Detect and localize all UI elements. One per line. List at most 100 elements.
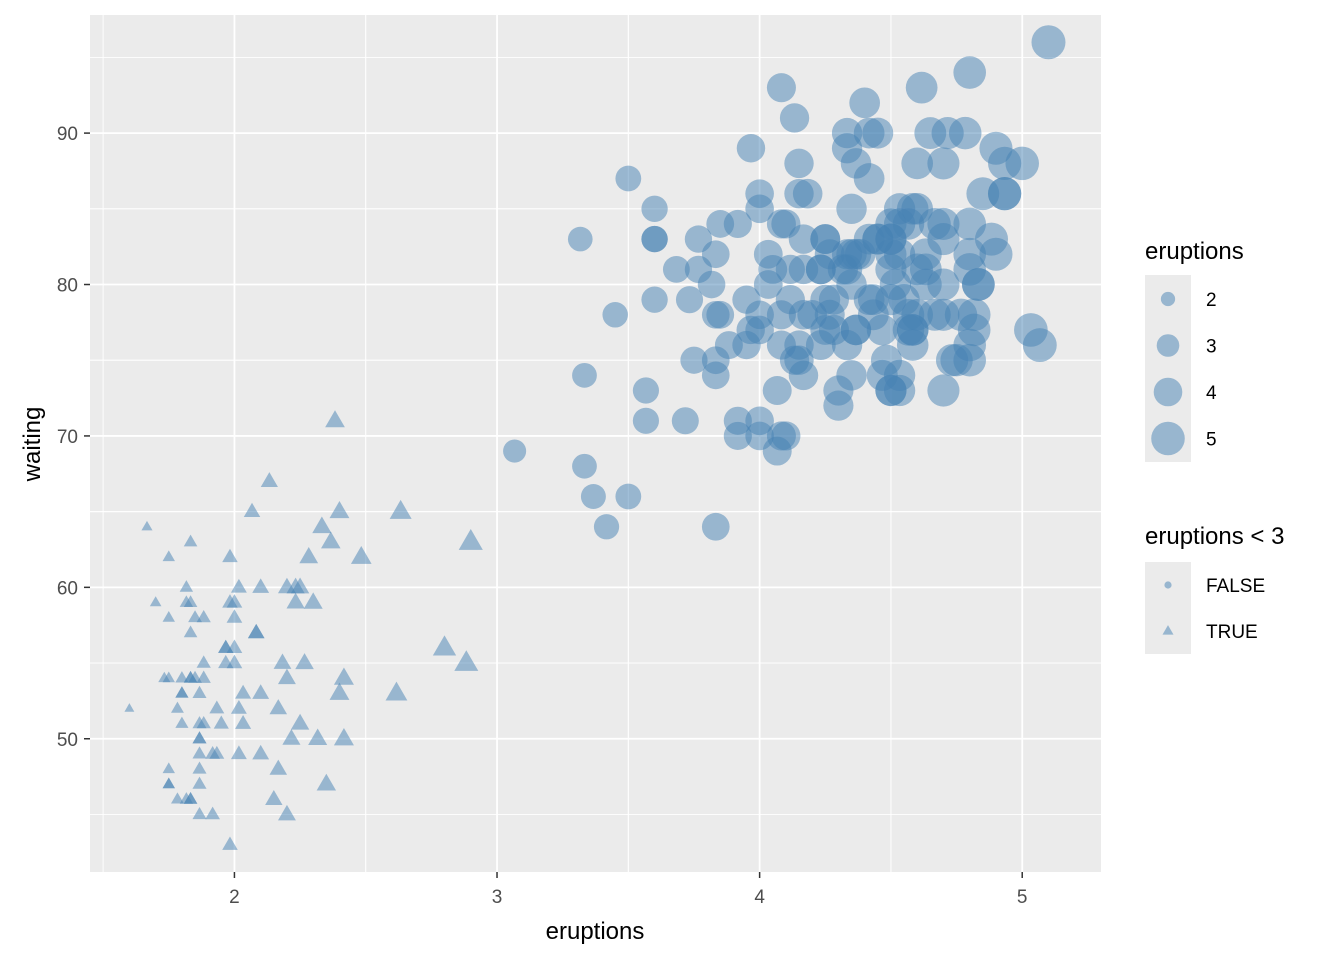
data-point-triangle [209, 700, 225, 714]
data-point-circle [745, 194, 774, 224]
shape-legend-key-triangle [1162, 625, 1174, 635]
x-axis-title: eruptions [546, 918, 645, 945]
data-point-circle [602, 302, 628, 328]
data-point-circle [732, 285, 761, 314]
data-point-triangle [333, 667, 354, 685]
data-point-circle [849, 87, 881, 119]
data-point-circle [905, 71, 938, 104]
data-point-circle [953, 56, 987, 89]
data-point-triangle [316, 773, 337, 791]
size-legend: eruptions 2 3 4 5 [1145, 238, 1244, 462]
data-point-circle [888, 283, 920, 316]
data-point-triangle [299, 547, 319, 564]
data-point-triangle [432, 635, 457, 656]
data-point-triangle [226, 609, 243, 623]
data-point-triangle [260, 472, 278, 488]
data-point-circle [901, 253, 934, 286]
data-point-circle [697, 270, 726, 299]
data-point-triangle [141, 520, 153, 531]
data-point-triangle [273, 653, 292, 669]
data-point-triangle [209, 745, 225, 759]
data-point-triangle [149, 596, 162, 607]
size-legend-key [1153, 377, 1183, 407]
data-point-circle [675, 286, 704, 314]
data-point-triangle [321, 531, 341, 549]
data-point-circle [836, 193, 867, 225]
data-point-triangle [230, 578, 247, 593]
data-point-circle [572, 362, 597, 388]
data-point-circle [927, 207, 960, 241]
data-point-triangle [295, 653, 314, 670]
data-point-circle [632, 377, 660, 404]
data-point-circle [1005, 146, 1039, 181]
data-point-triangle [179, 580, 194, 592]
data-point-circle [836, 360, 867, 391]
data-point-triangle [183, 534, 198, 547]
data-point-triangle [286, 592, 305, 609]
data-point-triangle [252, 684, 270, 699]
data-point-circle [766, 300, 796, 330]
data-point-circle [775, 254, 805, 284]
data-point-circle [1031, 25, 1066, 60]
data-point-triangle [171, 701, 184, 713]
shape-legend-title: eruptions < 3 [1145, 523, 1284, 550]
shape-legend-label: TRUE [1206, 622, 1258, 643]
data-point-triangle [222, 836, 238, 850]
shape-legend-label: FALSE [1206, 576, 1265, 597]
data-point-circle [901, 147, 934, 180]
shape-legend-key-circle [1164, 581, 1172, 589]
data-point-triangle [171, 792, 184, 804]
data-point-circle [810, 224, 841, 255]
data-point-triangle [213, 715, 229, 729]
data-point-circle [701, 240, 730, 269]
y-tick-label: 50 [57, 730, 78, 751]
data-point-circle [953, 253, 987, 286]
data-point-circle [771, 209, 801, 239]
data-point-triangle [385, 681, 408, 701]
data-point-triangle [188, 610, 202, 623]
data-point-circle [615, 483, 642, 510]
data-point-circle [632, 407, 660, 434]
data-point-triangle [333, 728, 354, 746]
data-point-circle [979, 237, 1013, 271]
data-point-circle [766, 421, 796, 451]
data-point-circle [784, 148, 814, 179]
data-point-circle [784, 345, 814, 375]
size-legend-key [1156, 334, 1180, 357]
data-point-circle [914, 117, 947, 150]
data-point-triangle [458, 529, 483, 550]
data-point-circle [818, 284, 849, 315]
data-point-triangle [179, 595, 194, 607]
data-point-triangle [265, 790, 283, 806]
data-point-circle [503, 439, 527, 463]
data-point-triangle [243, 502, 261, 518]
data-point-triangle [350, 546, 372, 564]
y-tick-label: 90 [57, 124, 78, 145]
data-point-circle [701, 346, 730, 375]
data-point-triangle [269, 699, 288, 715]
data-point-triangle [325, 410, 345, 428]
x-tick-label: 2 [229, 887, 240, 908]
data-point-triangle [230, 699, 247, 714]
data-point-triangle [277, 804, 296, 821]
x-tick-label: 3 [492, 887, 503, 908]
data-point-circle [883, 208, 916, 240]
data-point-circle [701, 300, 730, 329]
data-point-triangle [454, 650, 479, 671]
data-point-circle [979, 131, 1013, 165]
data-point-triangle [222, 594, 238, 608]
data-point-circle [862, 223, 894, 255]
data-point-triangle [290, 713, 310, 730]
data-point-triangle [196, 655, 211, 668]
size-legend-label: 4 [1206, 383, 1217, 404]
size-legend-label: 2 [1206, 290, 1217, 311]
size-legend-label: 3 [1206, 337, 1217, 358]
data-point-triangle [329, 682, 350, 700]
data-point-triangle [183, 625, 198, 638]
data-point-triangle [192, 761, 207, 774]
y-axis-title: waiting [19, 407, 46, 483]
data-point-triangle [192, 731, 207, 744]
data-point-circle [572, 453, 597, 479]
data-point-circle [745, 421, 774, 451]
